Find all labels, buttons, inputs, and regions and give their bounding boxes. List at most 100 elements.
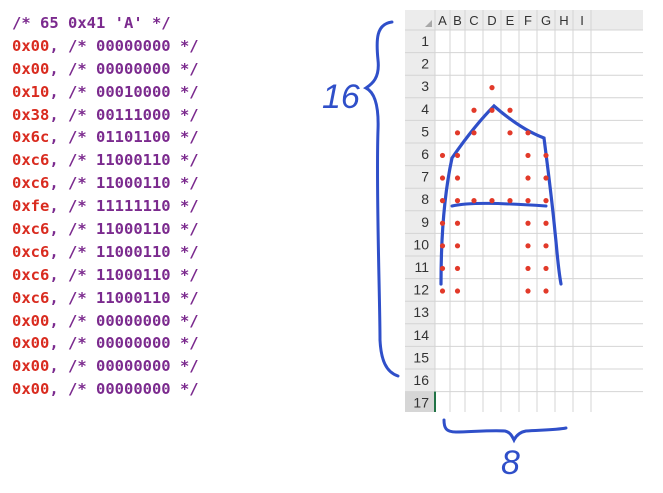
bit-comment: , /* 11111110 */ (49, 197, 199, 216)
hex-value: 0xc6 (12, 288, 50, 307)
hex-value: 0x00 (12, 334, 50, 353)
column-header-A[interactable]: A (438, 13, 447, 28)
bitmap-dot (525, 220, 531, 226)
red-dots (439, 85, 549, 294)
code-row: 0xc6, /* 11000110 */ (12, 218, 199, 241)
bit-comment: , /* 11000110 */ (49, 288, 199, 307)
row-header-16[interactable]: 16 (413, 372, 429, 388)
row-header-4[interactable]: 4 (421, 101, 429, 117)
code-row: 0xfe, /* 11111110 */ (12, 195, 199, 218)
row-header-15[interactable]: 15 (413, 349, 429, 365)
column-header-D[interactable]: D (487, 13, 496, 28)
row-header-12[interactable]: 12 (413, 282, 429, 298)
spreadsheet-grid[interactable]: A B C D E F G H I 1 2 3 4 5 6 7 8 9 10 11 12 13 14 15 16 17 (405, 10, 643, 415)
bitmap-dot (471, 198, 477, 204)
letter-a-outline (439, 103, 563, 286)
row-header-5[interactable]: 5 (421, 123, 429, 139)
bit-comment: , /* 00000000 */ (49, 380, 199, 399)
code-row: 0xc6, /* 11000110 */ (12, 172, 199, 195)
column-header-G[interactable]: G (541, 13, 551, 28)
row-header-17[interactable]: 17 (413, 395, 429, 411)
row-header-9[interactable]: 9 (421, 214, 429, 230)
hex-value: 0xc6 (12, 220, 50, 239)
row-header-14[interactable]: 14 (413, 327, 429, 343)
row-header-8[interactable]: 8 (421, 191, 429, 207)
bit-comment: , /* 11000110 */ (49, 242, 199, 261)
bitmap-dot (525, 198, 531, 204)
column-header-F[interactable]: F (524, 13, 532, 28)
bitmap-dot (543, 265, 549, 272)
select-all-corner[interactable] (425, 20, 432, 27)
bitmap-dot (525, 288, 531, 294)
bitmap-dot (543, 152, 549, 159)
hex-value: 0x00 (12, 59, 50, 78)
row-header-11[interactable]: 11 (414, 259, 429, 275)
bitmap-dot (439, 243, 446, 249)
bitmap-dot (489, 85, 495, 91)
column-header-B[interactable]: B (453, 13, 462, 28)
column-header-I[interactable]: I (580, 13, 584, 28)
bit-comment: , /* 11000110 */ (49, 220, 199, 239)
bitmap-dot (507, 130, 513, 136)
height-label: 16 (322, 78, 360, 116)
bitmap-dot (454, 243, 461, 249)
code-row: 0x00, /* 00000000 */ (12, 378, 199, 401)
bit-comment: , /* 00000000 */ (49, 311, 199, 330)
bitmap-dot (454, 198, 461, 204)
hex-value: 0xc6 (12, 265, 50, 284)
code-row: 0x00, /* 00000000 */ (12, 310, 199, 333)
bit-comment: , /* 00000000 */ (49, 36, 199, 55)
bitmap-dot (439, 152, 446, 159)
bitmap-dot (525, 130, 531, 136)
row-header-6[interactable]: 6 (421, 146, 429, 162)
bitmap-dot (543, 175, 549, 181)
code-row: 0x10, /* 00010000 */ (12, 81, 199, 104)
code-rows: 0x00, /* 00000000 */0x00, /* 00000000 */… (12, 35, 199, 401)
width-label: 8 (501, 444, 520, 482)
hex-value: 0x00 (12, 357, 50, 376)
hex-value: 0xfe (12, 197, 50, 216)
column-header-E[interactable]: E (506, 13, 515, 28)
bitmap-dot (525, 265, 531, 272)
row-header-2[interactable]: 2 (421, 56, 429, 72)
row-header-3[interactable]: 3 (421, 78, 429, 94)
bitmap-dot (543, 220, 549, 226)
column-header-C[interactable]: C (469, 13, 478, 28)
bitmap-dot (439, 265, 446, 272)
bitmap-dot (525, 175, 531, 181)
hex-value: 0x00 (12, 380, 50, 399)
hex-value: 0x00 (12, 311, 50, 330)
row-header-1[interactable]: 1 (421, 33, 429, 49)
row-header-10[interactable]: 10 (413, 236, 429, 252)
row-header-7[interactable]: 7 (421, 169, 429, 185)
code-row: 0xc6, /* 11000110 */ (12, 264, 199, 287)
bitmap-dot (507, 198, 513, 204)
code-row: 0x00, /* 00000000 */ (12, 332, 199, 355)
bitmap-dot (543, 288, 549, 294)
bitmap-dot (454, 130, 461, 136)
column-header-H[interactable]: H (559, 13, 568, 28)
code-row: 0xc6, /* 11000110 */ (12, 241, 199, 264)
bitmap-dot (471, 130, 477, 136)
bit-comment: , /* 00000000 */ (49, 59, 199, 78)
bitmap-dot (454, 265, 461, 272)
bitmap-dot (543, 198, 549, 204)
bitmap-dot (439, 175, 446, 181)
bitmap-dot (471, 107, 477, 113)
bitmap-dot (507, 107, 513, 113)
code-row: 0x00, /* 00000000 */ (12, 355, 199, 378)
bitmap-dot (489, 107, 495, 113)
bit-comment: , /* 00000000 */ (49, 334, 199, 353)
bit-comment: , /* 00010000 */ (49, 82, 199, 101)
hex-value: 0xc6 (12, 174, 50, 193)
code-row: 0x38, /* 00111000 */ (12, 104, 199, 127)
bit-comment: , /* 01101100 */ (49, 128, 199, 147)
letter-a-crossbar (450, 201, 548, 208)
height-brace (363, 20, 400, 378)
row-header-13[interactable]: 13 (413, 304, 429, 320)
bitmap-dot (489, 198, 495, 204)
code-header-comment: /* 65 0x41 'A' */ (12, 14, 171, 32)
selected-row-header (405, 391, 435, 415)
bitmap-dot (525, 152, 531, 159)
